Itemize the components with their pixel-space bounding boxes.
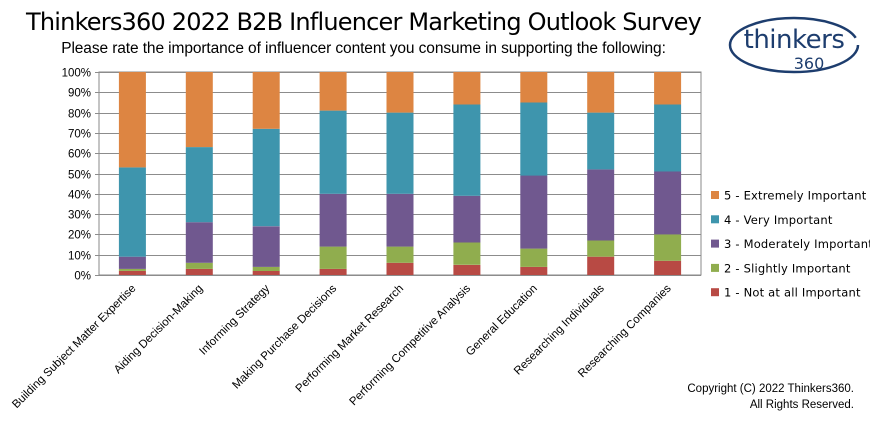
bar-segment bbox=[654, 260, 682, 275]
thinkers360-logo: thinkers 360 bbox=[728, 16, 860, 74]
bar-segment bbox=[453, 195, 481, 243]
legend-label: 5 - Extremely Important bbox=[724, 189, 867, 203]
y-tick-label: 10% bbox=[68, 251, 91, 263]
bar-segment bbox=[587, 112, 615, 170]
bar-segment bbox=[252, 226, 280, 267]
copyright-line-1: Copyright (C) 2022 Thinkers360. bbox=[687, 383, 854, 395]
bar-segment bbox=[386, 262, 414, 275]
bar-segment bbox=[587, 169, 615, 241]
bar-segment bbox=[520, 248, 548, 267]
y-tick-label: 50% bbox=[68, 170, 91, 182]
bar-segment bbox=[118, 268, 146, 271]
x-tick-label: Informing Strategy bbox=[197, 282, 272, 357]
bar-segment bbox=[185, 262, 213, 269]
bar-segment bbox=[118, 72, 146, 168]
bar-segment bbox=[386, 112, 414, 194]
bar-segment bbox=[386, 246, 414, 263]
legend-label: 3 - Moderately Important bbox=[724, 237, 870, 251]
x-tick-label: Building Subject Matter Expertise bbox=[10, 283, 138, 411]
y-tick-label: 60% bbox=[68, 149, 91, 161]
legend-swatch bbox=[711, 191, 719, 199]
bar-segment bbox=[386, 193, 414, 247]
legend-label: 1 - Not at all Important bbox=[724, 286, 861, 300]
legend-swatch bbox=[711, 263, 719, 272]
bar-segment bbox=[252, 72, 280, 129]
bar-segment bbox=[453, 242, 481, 265]
legend-swatch bbox=[711, 288, 719, 297]
bar-segment bbox=[654, 72, 682, 105]
y-tick-label: 70% bbox=[68, 129, 91, 141]
legend-swatch bbox=[711, 215, 719, 224]
bar-segment bbox=[453, 264, 481, 275]
bar-segment bbox=[185, 222, 213, 263]
y-tick-label: 80% bbox=[68, 109, 91, 121]
copyright-line-2: All Rights Reserved. bbox=[749, 399, 854, 411]
y-tick-label: 20% bbox=[68, 230, 91, 242]
bar-segment bbox=[118, 270, 146, 275]
bar-segment bbox=[319, 72, 347, 111]
bar-segment bbox=[453, 72, 481, 105]
bar-segment bbox=[453, 104, 481, 196]
y-tick-label: 30% bbox=[68, 210, 91, 222]
bar-segment bbox=[386, 72, 414, 113]
legend-swatch bbox=[711, 239, 719, 248]
bar-segment bbox=[185, 147, 213, 223]
bar-segment bbox=[118, 167, 146, 257]
bar-segment bbox=[185, 268, 213, 275]
bar-segment bbox=[587, 256, 615, 275]
bar-segment bbox=[252, 270, 280, 275]
x-tick-label: General Education bbox=[464, 283, 540, 359]
chart-title: Thinkers360 2022 B2B Influencer Marketin… bbox=[26, 8, 702, 36]
logo-word: thinkers bbox=[744, 25, 845, 55]
bar-segment bbox=[118, 256, 146, 269]
y-tick-label: 40% bbox=[68, 190, 91, 202]
bar-segment bbox=[587, 72, 615, 113]
bar-segment bbox=[319, 193, 347, 247]
x-tick-label: Performing Market Research bbox=[294, 283, 406, 395]
copyright-notice: Copyright (C) 2022 Thinkers360. All Righ… bbox=[687, 381, 854, 413]
bar-segment bbox=[654, 104, 682, 172]
bar-segment bbox=[654, 234, 682, 261]
legend-label: 4 - Very Important bbox=[724, 213, 833, 227]
legend-label: 2 - Slightly Important bbox=[724, 261, 851, 275]
bar-segment bbox=[520, 72, 548, 103]
bar-segment bbox=[319, 268, 347, 275]
y-tick-label: 100% bbox=[62, 68, 91, 80]
bar-segment bbox=[520, 102, 548, 176]
bar-segment bbox=[252, 128, 280, 227]
bar-segment bbox=[319, 246, 347, 269]
x-tick-label: Performing Competitive Analysis bbox=[347, 282, 473, 408]
bar-segment bbox=[654, 171, 682, 235]
bar-segment bbox=[252, 266, 280, 271]
bar-segment bbox=[520, 266, 548, 275]
bar-segment bbox=[587, 240, 615, 257]
logo-ring bbox=[728, 16, 860, 74]
bar-segment bbox=[520, 175, 548, 249]
bar-segment bbox=[319, 110, 347, 194]
y-tick-label: 0% bbox=[74, 271, 91, 283]
bar-segment bbox=[185, 72, 213, 148]
chart-subtitle: Please rate the importance of influencer… bbox=[61, 40, 666, 57]
logo-number: 360 bbox=[794, 54, 825, 73]
y-tick-label: 90% bbox=[68, 88, 91, 100]
